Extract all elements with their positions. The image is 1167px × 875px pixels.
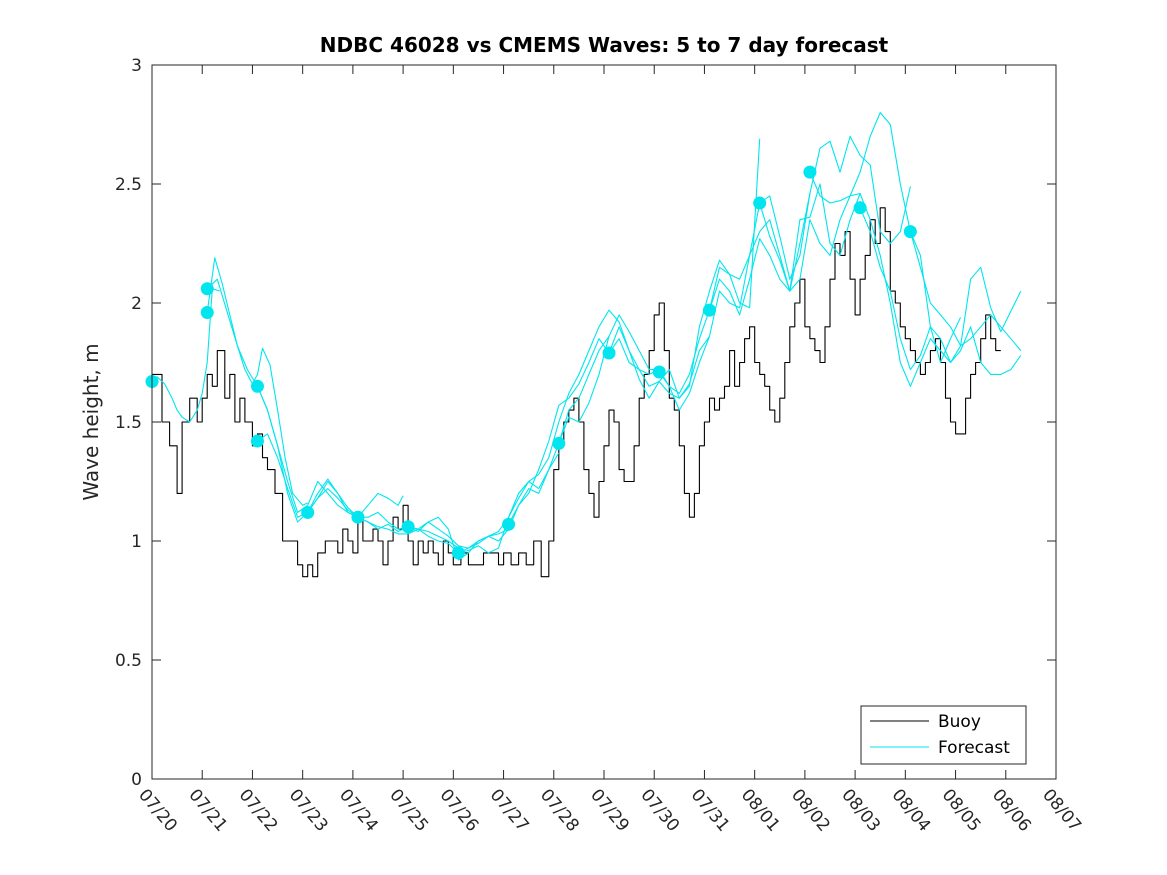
forecast-start-marker (401, 520, 415, 534)
x-tick-label: 08/02 (787, 785, 834, 835)
legend-buoy-label: Buoy (938, 712, 981, 732)
x-tick-label: 07/24 (335, 785, 382, 835)
forecast-start-marker (803, 165, 817, 179)
forecast-start-marker (853, 201, 867, 215)
y-tick-label: 0.5 (115, 651, 142, 671)
legend: Buoy Forecast (860, 705, 1027, 765)
x-tick-label: 07/25 (385, 785, 432, 835)
y-tick-label: 3 (131, 56, 142, 76)
forecast-line (151, 288, 220, 423)
x-tick-label: 08/04 (888, 785, 935, 835)
marker-layer (145, 165, 917, 560)
forecast-start-marker (301, 505, 315, 519)
forecast-start-marker (451, 546, 465, 560)
forecast-line (206, 278, 359, 518)
buoy-line (152, 207, 1001, 578)
y-tick-label: 1 (131, 532, 142, 552)
forecast-start-marker (652, 365, 666, 379)
forecast-line (206, 257, 308, 506)
y-tick-label: 2.5 (115, 175, 142, 195)
forecast-start-marker (502, 517, 516, 531)
x-tick-label: 07/22 (235, 785, 282, 835)
forecast-start-marker (200, 306, 214, 320)
legend-box (860, 705, 1027, 765)
chart-title: NDBC 46028 vs CMEMS Waves: 5 to 7 day fo… (320, 33, 889, 57)
y-tick-label: 2 (131, 294, 142, 314)
x-tick-label: 08/06 (988, 785, 1035, 835)
x-tick-label: 07/31 (687, 785, 734, 835)
y-tick-label: 1.5 (115, 413, 142, 433)
forecast-start-marker (200, 282, 214, 296)
x-tick-label: 07/21 (184, 785, 231, 835)
x-tick-label: 07/20 (134, 785, 181, 835)
forecast-start-marker (903, 225, 917, 239)
x-tick-label: 07/30 (636, 785, 683, 835)
forecast-start-marker (250, 434, 264, 448)
legend-forecast-label: Forecast (938, 738, 1010, 758)
forecast-line (458, 309, 660, 554)
plot-area-background (152, 65, 1056, 779)
forecast-line (708, 135, 911, 316)
series-layer (151, 112, 1022, 578)
forecast-start-marker (351, 510, 365, 524)
forecast-start-marker (753, 196, 767, 210)
x-tick-label: 08/05 (938, 785, 985, 835)
x-tick-label: 08/03 (837, 785, 884, 835)
x-tick-label: 07/26 (436, 785, 483, 835)
forecast-start-marker (552, 436, 566, 450)
x-tick-label: 07/23 (285, 785, 332, 835)
x-tick-label: 07/28 (536, 785, 583, 835)
forecast-start-marker (602, 346, 616, 360)
x-tick-label: 07/29 (586, 785, 633, 835)
y-tick-label: 0 (131, 770, 142, 790)
forecast-line (759, 112, 962, 364)
forecast-line (809, 171, 1022, 387)
x-tick-label: 08/01 (737, 785, 784, 835)
y-axis-label: Wave height, m (79, 343, 103, 500)
forecast-line (658, 183, 861, 411)
x-tick-label: 08/07 (1038, 785, 1085, 835)
x-tick-label: 07/27 (486, 785, 533, 835)
forecast-line (257, 433, 404, 518)
forecast-line (608, 193, 811, 399)
forecast-start-marker (250, 379, 264, 393)
forecast-line (909, 231, 1022, 351)
forecast-line (859, 207, 1022, 375)
forecast-start-marker (702, 303, 716, 317)
